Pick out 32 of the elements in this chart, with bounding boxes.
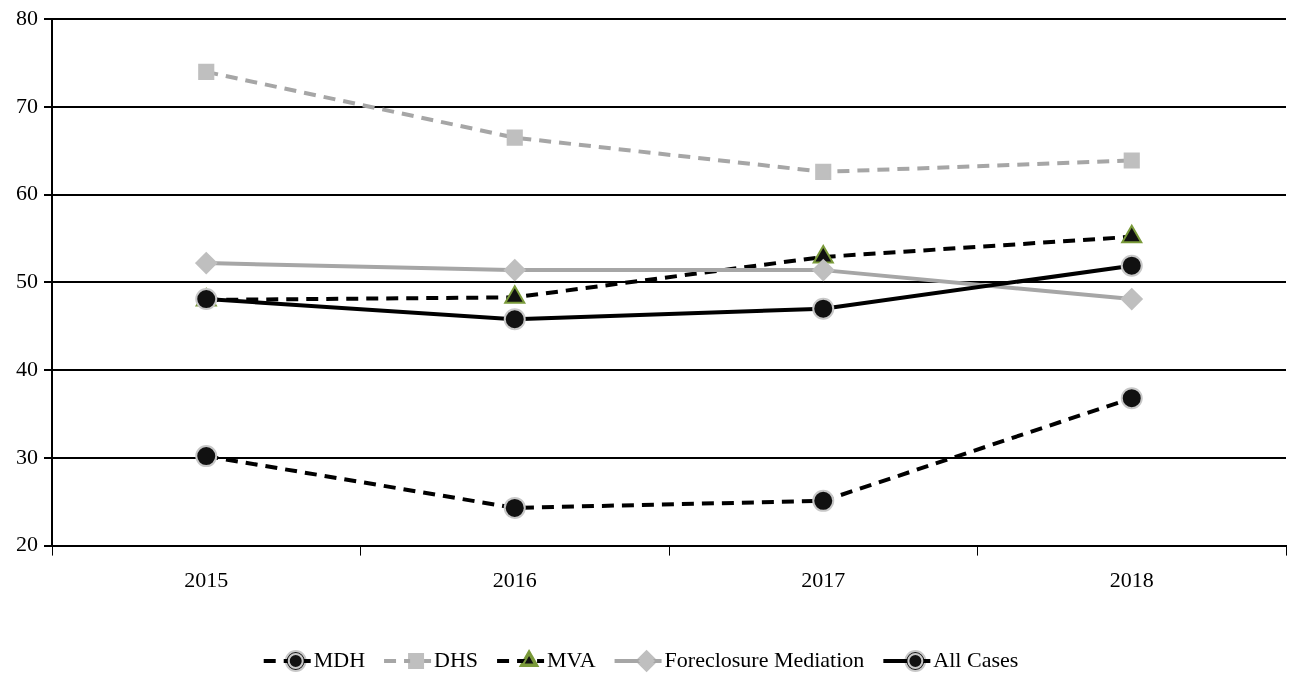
point: [195, 445, 218, 468]
y-tick-label: 40: [16, 355, 38, 381]
x-tick-label: 2017: [801, 566, 846, 592]
x-tick-label: 2018: [1109, 566, 1154, 592]
y-tick-label: 20: [16, 531, 38, 557]
y-tick-label: 60: [16, 180, 38, 206]
point: [195, 252, 218, 275]
legend-label: MVA: [547, 646, 596, 672]
point: [812, 489, 835, 512]
point: [503, 496, 526, 519]
point: [812, 259, 835, 282]
point: [1123, 152, 1140, 169]
point: [815, 163, 832, 180]
legend-label: Foreclosure Mediation: [664, 646, 865, 672]
point: [506, 129, 523, 146]
x-tick-label: 2016: [492, 566, 537, 592]
point: [1120, 254, 1143, 277]
point: [503, 308, 526, 331]
point: [195, 288, 218, 311]
legend-label: DHS: [434, 646, 479, 672]
y-tick-label: 30: [16, 443, 38, 469]
point: [1120, 387, 1143, 410]
point: [503, 259, 526, 282]
legend-label: MDH: [313, 646, 366, 672]
y-tick-label: 80: [16, 4, 38, 30]
y-tick-label: 50: [16, 268, 38, 294]
point: [198, 63, 215, 80]
y-tick-label: 70: [16, 92, 38, 118]
x-tick-label: 2015: [184, 566, 229, 592]
point: [1120, 288, 1143, 311]
point: [812, 297, 835, 320]
legend-label: All Cases: [933, 646, 1019, 672]
